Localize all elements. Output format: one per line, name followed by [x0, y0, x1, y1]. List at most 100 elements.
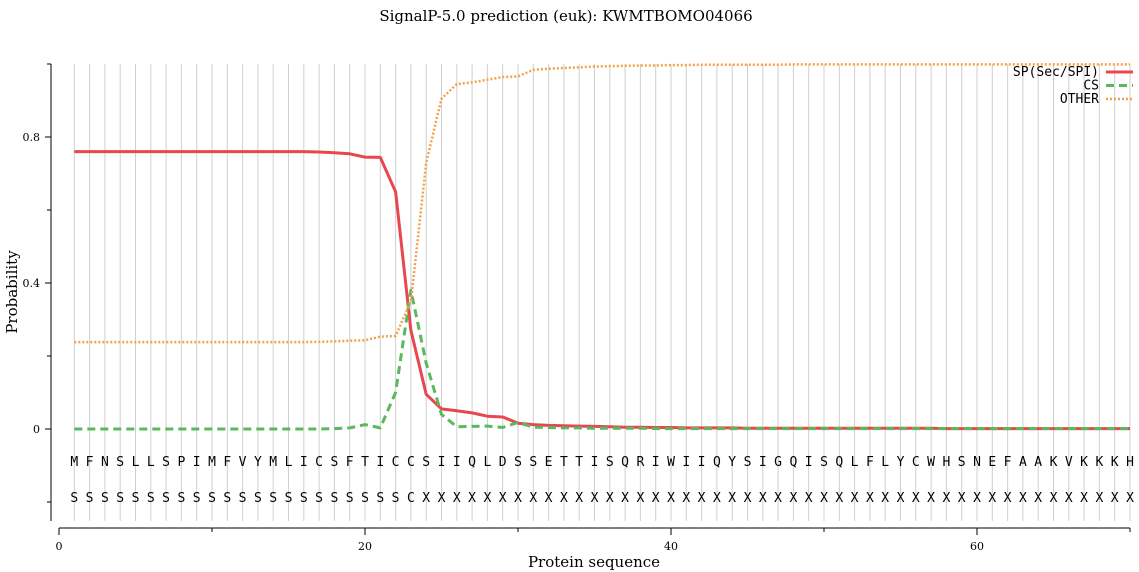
residue-label: X	[529, 491, 537, 506]
residue-label: X	[912, 491, 920, 506]
residue-letter: C	[392, 455, 400, 470]
residue-label: C	[407, 491, 415, 506]
residue-letter: I	[453, 455, 461, 470]
residue-letter: L	[851, 455, 859, 470]
residue-letter: T	[560, 455, 568, 470]
residue-label: X	[728, 491, 736, 506]
residue-letter: F	[866, 455, 874, 470]
residue-label: X	[973, 491, 981, 506]
residue-letter: G	[774, 455, 782, 470]
residue-label: X	[682, 491, 690, 506]
residue-label: X	[560, 491, 568, 506]
residue-label: X	[545, 491, 553, 506]
residue-label: X	[1050, 491, 1058, 506]
y-tick-label: 0.8	[23, 131, 41, 144]
residue-label: S	[70, 491, 78, 506]
residue-letter: K	[1050, 455, 1058, 470]
residue-label: S	[101, 491, 109, 506]
legend-label: SP(Sec/SPI)	[1013, 65, 1099, 80]
residue-letter: S	[529, 455, 537, 470]
residue-letter: P	[177, 455, 185, 470]
residue-label: X	[438, 491, 446, 506]
residue-letter: M	[269, 455, 277, 470]
residue-letter: T	[575, 455, 583, 470]
residue-letter: W	[667, 455, 675, 470]
residue-label: S	[346, 491, 354, 506]
residue-label: X	[468, 491, 476, 506]
x-tick-label: 60	[970, 540, 984, 553]
residue-letter: E	[545, 455, 553, 470]
residue-label: S	[86, 491, 94, 506]
residue-letter: M	[208, 455, 216, 470]
residue-letter: E	[988, 455, 996, 470]
residue-letter: I	[193, 455, 201, 470]
residue-label: S	[376, 491, 384, 506]
residue-label: S	[254, 491, 262, 506]
residue-label: S	[239, 491, 247, 506]
residue-letter: Y	[254, 455, 262, 470]
residue-letter: F	[223, 455, 231, 470]
residue-label: X	[652, 491, 660, 506]
y-axis-label: Probability	[3, 250, 21, 334]
residue-letter: I	[698, 455, 706, 470]
residue-label: S	[147, 491, 155, 506]
residue-letter: Q	[789, 455, 797, 470]
residue-letter: S	[162, 455, 170, 470]
residue-letter: W	[927, 455, 935, 470]
residue-label: X	[1080, 491, 1088, 506]
residue-letter: S	[422, 455, 430, 470]
y-tick-label: 0	[33, 423, 40, 436]
residue-letter: S	[958, 455, 966, 470]
residue-label: X	[1004, 491, 1012, 506]
residue-label: S	[285, 491, 293, 506]
residue-letter: I	[376, 455, 384, 470]
residue-letter: Y	[728, 455, 736, 470]
residue-label: X	[881, 491, 889, 506]
residue-label: X	[698, 491, 706, 506]
residue-letter: S	[514, 455, 522, 470]
residue-label: S	[330, 491, 338, 506]
residue-letter: V	[239, 455, 247, 470]
residue-label: X	[789, 491, 797, 506]
x-tick-label: 0	[56, 540, 63, 553]
residue-label: S	[392, 491, 400, 506]
residue-label: S	[132, 491, 140, 506]
residue-label: X	[820, 491, 828, 506]
residue-letter: T	[361, 455, 369, 470]
residue-label: S	[361, 491, 369, 506]
residue-label: X	[805, 491, 813, 506]
residue-label: X	[759, 491, 767, 506]
residue-letter: Q	[713, 455, 721, 470]
residue-label: X	[1065, 491, 1073, 506]
residue-label: X	[1034, 491, 1042, 506]
residue-label: X	[866, 491, 874, 506]
residue-letter: N	[973, 455, 981, 470]
residue-letter: D	[499, 455, 507, 470]
residue-letter: L	[132, 455, 140, 470]
residue-letter: I	[591, 455, 599, 470]
residue-label: S	[223, 491, 231, 506]
residue-letter: Y	[897, 455, 905, 470]
residue-letter: V	[1065, 455, 1073, 470]
residue-label: X	[621, 491, 629, 506]
series-line-other	[74, 63, 1130, 344]
residue-letter: Q	[468, 455, 476, 470]
residue-letter: S	[330, 455, 338, 470]
residue-letter: A	[1019, 455, 1027, 470]
series-line-cs	[74, 288, 1130, 431]
residue-label: X	[1111, 491, 1119, 506]
legend-label: CS	[1083, 79, 1099, 94]
residue-label: X	[1095, 491, 1103, 506]
residue-label: X	[514, 491, 522, 506]
residue-letter: F	[1004, 455, 1012, 470]
residue-letter: I	[652, 455, 660, 470]
residue-label: X	[1019, 491, 1027, 506]
series-line-sp-sec-spi-	[74, 150, 1130, 431]
residue-letter: A	[1034, 455, 1042, 470]
residue-label: X	[988, 491, 996, 506]
residue-label: X	[851, 491, 859, 506]
residue-letter: K	[1095, 455, 1103, 470]
residue-label: X	[774, 491, 782, 506]
x-tick-label: 20	[358, 540, 372, 553]
